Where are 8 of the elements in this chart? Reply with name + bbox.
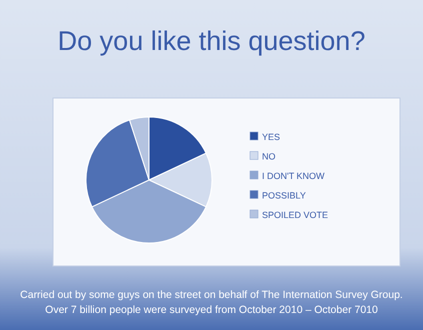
text: Carried out by some guys on the street on behalf of The Internation Survey Group. — [20, 289, 403, 301]
chart-title: Do you like this question? — [58, 26, 366, 56]
legend-label: YES — [262, 132, 280, 142]
text: Over 7 billion people were surveyed from October 2010 – October 7010 — [45, 304, 378, 316]
legend-label: POSSIBLY — [262, 190, 306, 200]
legend-label: I DON'T KNOW — [262, 171, 326, 181]
legend-label: SPOILED VOTE — [262, 210, 328, 220]
legend-label: NO — [262, 152, 276, 162]
